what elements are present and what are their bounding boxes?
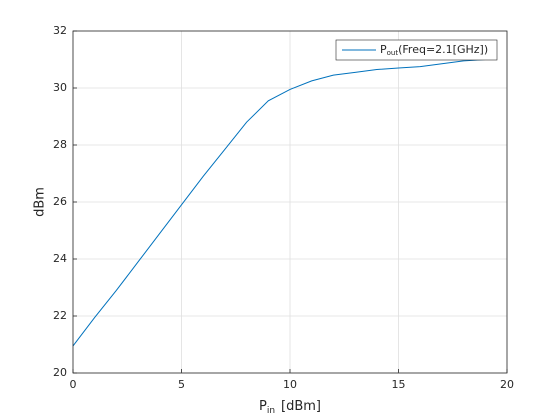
y-tick-label: 32 bbox=[53, 24, 67, 37]
y-axis-label: dBm bbox=[33, 187, 48, 217]
x-axis-label: Pin [dBm] bbox=[259, 399, 321, 416]
legend-sub: out bbox=[387, 49, 399, 57]
x-label-sub: in bbox=[267, 406, 275, 416]
x-tick-label: 20 bbox=[500, 378, 514, 391]
y-tick-label: 22 bbox=[53, 309, 67, 322]
y-tick-label: 24 bbox=[53, 252, 67, 265]
y-tick-label: 20 bbox=[53, 366, 67, 379]
legend-entry: Pout(Freq=2.1[GHz]) bbox=[380, 43, 488, 57]
legend: Pout(Freq=2.1[GHz]) bbox=[335, 39, 498, 61]
marks bbox=[72, 59, 486, 347]
x-label-main: P bbox=[259, 399, 267, 414]
legend-box bbox=[335, 39, 498, 61]
x-tick-label: 5 bbox=[178, 378, 185, 391]
x-tick-label: 10 bbox=[283, 378, 297, 391]
line-series bbox=[72, 59, 486, 347]
y-tick-label: 26 bbox=[53, 195, 67, 208]
x-tick-label: 0 bbox=[70, 378, 77, 391]
y-tick-label: 28 bbox=[53, 138, 67, 151]
axes-box bbox=[72, 30, 508, 374]
y-tick-label: 30 bbox=[53, 81, 67, 94]
x-tick-label: 15 bbox=[392, 378, 406, 391]
legend-suffix: (Freq=2.1[GHz]) bbox=[398, 43, 488, 56]
x-label-suffix: [dBm] bbox=[281, 399, 321, 414]
legend-main: P bbox=[380, 43, 387, 56]
